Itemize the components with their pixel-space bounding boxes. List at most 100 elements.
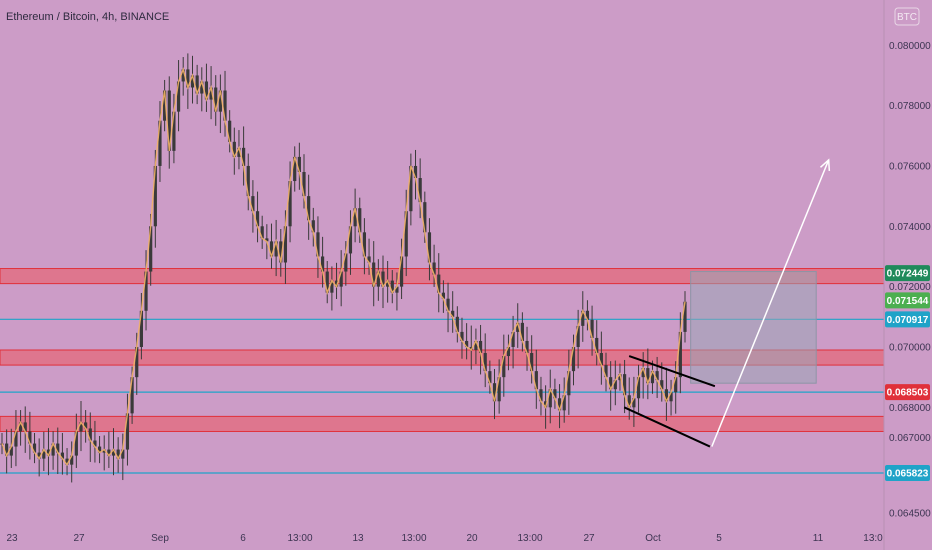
candle-body — [376, 271, 380, 287]
candles — [0, 53, 687, 483]
candle-body — [269, 241, 274, 257]
candle-body — [553, 389, 557, 399]
x-tick-label: 13:00 — [401, 533, 426, 544]
candle-body — [28, 431, 32, 444]
candle-body — [562, 395, 566, 411]
candle-body — [660, 380, 664, 390]
y-tick-label: 0.076000 — [889, 161, 931, 172]
resistance-zones — [0, 268, 885, 432]
price-badge: 0.065823 — [885, 465, 930, 482]
candle-body — [5, 443, 9, 456]
candle-body — [650, 371, 655, 384]
candle-body — [353, 208, 357, 227]
candle-body — [218, 90, 222, 112]
candle-body — [465, 340, 469, 347]
candle-body — [37, 452, 41, 459]
candle-body — [418, 178, 422, 203]
price-badge-label: 0.068503 — [887, 388, 929, 399]
candle-body — [613, 380, 617, 390]
candle-body — [567, 371, 571, 396]
x-tick-label: 20 — [466, 533, 478, 544]
candle-body — [111, 449, 116, 456]
candle-body — [678, 331, 682, 378]
candle-body — [23, 422, 27, 432]
candle-body — [14, 431, 18, 447]
candle-body — [520, 322, 524, 341]
price-badge-label: 0.071544 — [887, 296, 929, 307]
x-tick-label: 6 — [240, 533, 246, 544]
y-tick-label: 0.078000 — [889, 101, 931, 112]
x-tick-label: 13 — [352, 533, 364, 544]
candle-body — [595, 337, 599, 354]
candle-body — [641, 368, 645, 378]
candle-body — [209, 87, 213, 100]
candle-body — [200, 81, 204, 94]
candle-body — [283, 226, 288, 263]
candle-body — [93, 440, 97, 447]
candle-body — [9, 446, 13, 456]
candle-body — [599, 353, 603, 366]
candle-body — [32, 443, 37, 453]
candle-body — [149, 226, 153, 272]
candle-body — [581, 310, 585, 326]
candle-body — [539, 389, 543, 402]
candle-body — [423, 202, 427, 233]
candle-body — [544, 401, 548, 408]
candle-body — [144, 271, 148, 311]
candle-body — [293, 156, 297, 182]
candle-body — [474, 340, 478, 350]
candle-body — [46, 449, 51, 456]
y-tick-label: 0.074000 — [889, 222, 931, 233]
candle-body — [576, 325, 580, 347]
candle-body — [530, 353, 534, 372]
candle-body — [116, 449, 120, 459]
candle-body — [186, 69, 190, 88]
candle-body — [344, 253, 348, 272]
price-badge-label: 0.072449 — [887, 269, 929, 280]
candle-body — [451, 310, 455, 317]
candle-body — [121, 449, 125, 459]
candle-body — [441, 292, 445, 299]
drawings — [623, 158, 831, 448]
y-tick-label: 0.080000 — [889, 41, 931, 52]
currency-button-label[interactable]: BTC — [897, 12, 917, 23]
candle-body — [604, 365, 608, 378]
candle-body — [102, 449, 106, 453]
candle-body — [683, 301, 687, 332]
candle-body — [42, 449, 46, 459]
price-badge: 0.070917 — [885, 311, 930, 328]
candle-body — [107, 449, 111, 456]
x-tick-label: 27 — [583, 533, 595, 544]
candle-body — [79, 422, 83, 432]
symbol-title: Ethereum / Bitcoin, 4h, BINANCE — [6, 11, 169, 23]
channel-upper-line — [628, 355, 716, 388]
candle-body — [70, 455, 74, 465]
candle-body — [223, 90, 227, 121]
candle-body — [627, 395, 631, 408]
candle-body — [265, 238, 269, 242]
candle-body — [478, 340, 483, 354]
candle-body — [260, 226, 264, 239]
candle-body — [488, 371, 492, 384]
candle-body — [469, 346, 473, 350]
candle-body — [316, 232, 320, 257]
price-badge: 0.072449 — [885, 265, 930, 282]
candle-body — [255, 211, 260, 227]
candle-body — [163, 90, 167, 121]
candle-body — [525, 340, 529, 354]
y-tick-label: 0.064500 — [889, 508, 931, 519]
candle-body — [399, 256, 404, 287]
candle-body — [483, 353, 487, 372]
projection-arrow-head — [819, 158, 831, 171]
y-axis: 0.080000 0.078000 0.076000 0.074000 0.072000… — [885, 41, 931, 519]
price-badge: 0.071544 — [885, 292, 930, 309]
candle-body — [251, 196, 255, 212]
candle-body — [674, 377, 678, 393]
candle-body — [395, 286, 399, 293]
candle-body — [548, 389, 552, 408]
currency-button[interactable]: BTC — [894, 7, 920, 26]
x-tick-label: 27 — [73, 533, 85, 544]
candle-body — [409, 165, 413, 212]
candle-body — [437, 274, 441, 293]
